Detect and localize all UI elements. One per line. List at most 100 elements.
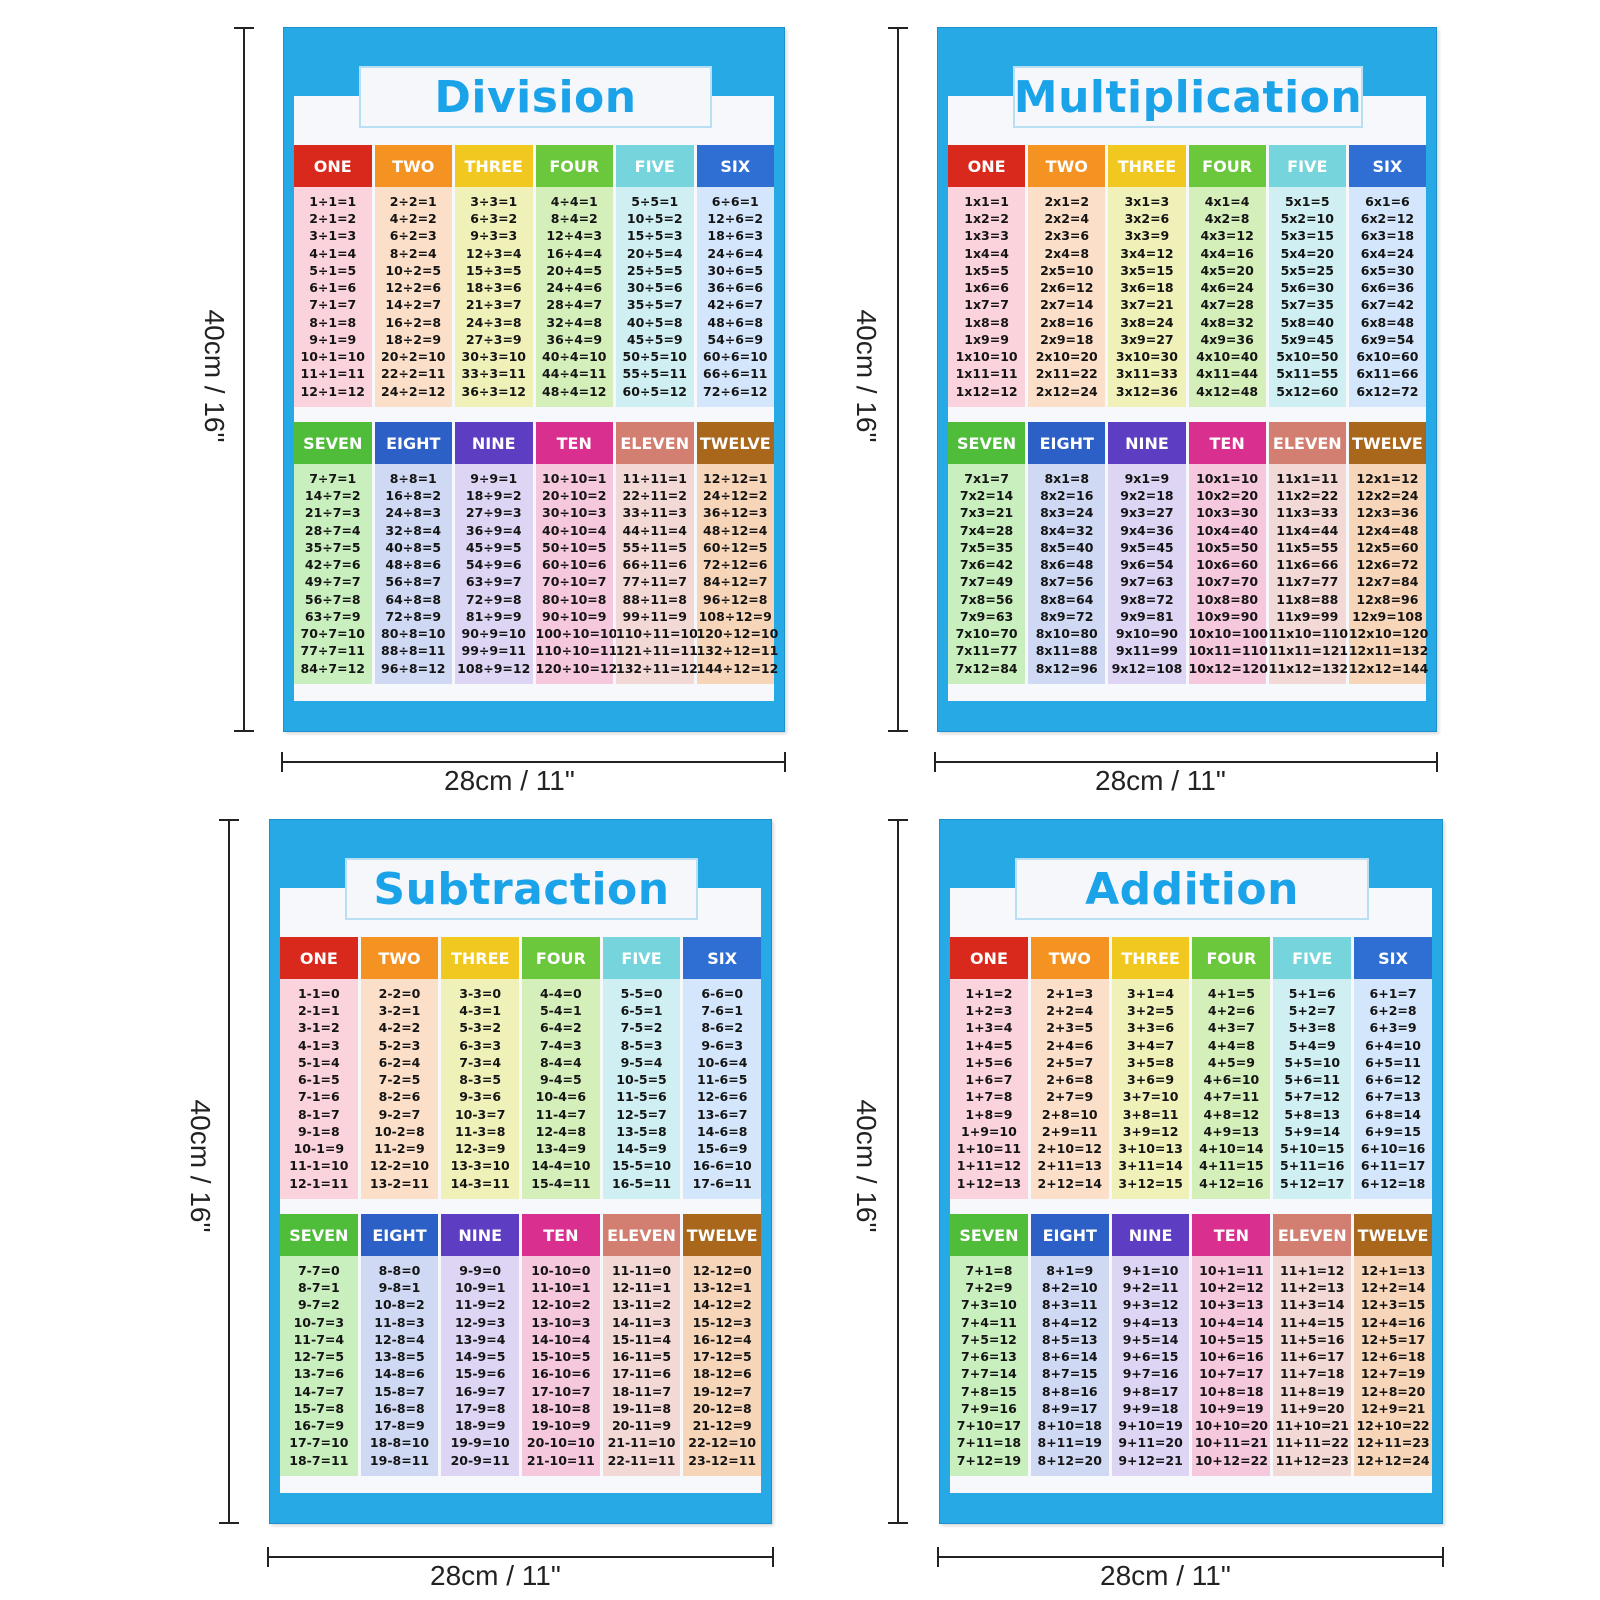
- fact-row: 13-8=5: [374, 1349, 425, 1365]
- fact-row: 11x2=22: [1276, 488, 1339, 504]
- fact-row: 8x10=80: [1035, 626, 1098, 642]
- fact-row: 40÷8=5: [385, 539, 442, 555]
- fact-row: 6÷3=2: [470, 211, 518, 227]
- table-column: EIGHT 8÷8=1 16÷8=2 24÷8=3 32÷8=4 40÷8=5 48÷8=6…: [374, 422, 452, 684]
- column-header: TWO: [360, 937, 439, 979]
- fact-row: 5+9=14: [1284, 1123, 1341, 1139]
- table-column: SEVEN 7-7=0 8-7=1 9-7=2 10-7=3 11-7=4 12-7=5 13…: [280, 1214, 358, 1476]
- column-header: TWELVE: [1354, 1214, 1432, 1256]
- column-header: ONE: [294, 145, 372, 187]
- fact-row: 90÷9=10: [461, 626, 526, 642]
- fact-row: 14÷2=7: [385, 297, 442, 313]
- poster-title: Subtraction: [345, 858, 698, 920]
- fact-row: 1+3=4: [965, 1020, 1013, 1036]
- fact-row: 4+2=6: [1207, 1003, 1255, 1019]
- fact-row: 21-10=11: [526, 1452, 595, 1468]
- fact-row: 5+1=6: [1288, 985, 1336, 1001]
- fact-row: 5-3=2: [459, 1020, 502, 1036]
- fact-row: 3+5=8: [1127, 1054, 1175, 1070]
- fact-row: 6x7=42: [1360, 297, 1415, 313]
- fact-row: 3x6=18: [1120, 280, 1174, 296]
- fact-row: 2x3=6: [1044, 228, 1090, 244]
- fact-row: 8+5=13: [1041, 1331, 1098, 1347]
- poster-panel: [294, 96, 774, 701]
- fact-row: 6x3=18: [1360, 228, 1415, 244]
- fact-row: 15-4=11: [531, 1175, 591, 1191]
- fact-row: 11x12=132: [1268, 660, 1349, 676]
- fact-row: 4÷1=4: [309, 245, 357, 261]
- fact-row: 12x9=108: [1352, 608, 1423, 624]
- fact-row: 1x5=5: [964, 262, 1009, 278]
- table-column: ELEVEN 11÷11=1 22÷11=2 33÷11=3 44÷11=4 55÷11=…: [616, 422, 698, 684]
- table-column: ELEVEN 11-11=0 12-11=1 13-11=2 14-11=3 15-11=…: [602, 1214, 681, 1476]
- division-poster: Division ONE 1÷1=1 2÷1=2 3÷1=3 4÷1=4 5÷1=5 6÷1…: [283, 27, 785, 732]
- table-column: FIVE 5÷5=1 10÷5=2 15÷5=3 20÷5=4 25÷5=5 30÷5=6 3…: [616, 145, 694, 407]
- fact-row: 12-7=5: [293, 1349, 345, 1365]
- fact-row: 11-8=3: [374, 1314, 425, 1330]
- fact-row: 12x2=24: [1356, 488, 1419, 504]
- fact-row: 2x7=14: [1040, 297, 1094, 313]
- fact-row: 6÷1=6: [309, 280, 357, 296]
- fact-row: 7-1=6: [297, 1089, 340, 1105]
- fact-row: 9x10=90: [1115, 626, 1178, 642]
- fact-row: 2+6=8: [1046, 1072, 1094, 1088]
- fact-row: 15-12=3: [692, 1314, 752, 1330]
- fact-row: 2+9=11: [1041, 1123, 1098, 1139]
- subtraction-table-bottom: SEVEN 7-7=0 8-7=1 9-7=2 10-7=3 11-7=4 12-7=5 13…: [280, 1214, 762, 1476]
- fact-row: 12x1=12: [1356, 470, 1419, 486]
- fact-row: 8x2=16: [1040, 488, 1094, 504]
- width-label: 28cm / 11": [430, 1560, 561, 1591]
- fact-row: 18÷3=6: [465, 280, 522, 296]
- fact-row: 15-8=7: [374, 1383, 425, 1399]
- column-header: TWELVE: [696, 422, 774, 464]
- subtraction-table-top: ONE 1-1=0 2-1=1 3-1=2 4-1=3 5-1=4 6-1=5 7-1=6 8-…: [280, 937, 762, 1199]
- fact-row: 9-9=0: [459, 1262, 502, 1278]
- fact-row: 7x8=56: [959, 591, 1014, 607]
- fact-row: 19-9=10: [450, 1435, 510, 1451]
- subtraction-poster: Subtraction ONE 1-1=0 2-1=1 3-1=2 4-1=3 5-1=4…: [269, 819, 772, 1524]
- table-column: SEVEN 7+1=8 7+2=9 7+3=10 7+4=11 7+5=12 7+6=13 7…: [950, 1214, 1028, 1476]
- fact-row: 9x6=54: [1120, 557, 1174, 573]
- fact-row: 9+5=14: [1122, 1331, 1179, 1347]
- fact-row: 13-3=10: [450, 1158, 510, 1174]
- fact-row: 12x10=120: [1348, 626, 1429, 642]
- dimension-tick: [888, 27, 908, 29]
- fact-row: 8x5=40: [1040, 539, 1094, 555]
- fact-row: 32÷4=8: [546, 314, 603, 330]
- fact-row: 63÷9=7: [465, 574, 522, 590]
- table-column: THREE 3x1=3 3x2=6 3x3=9 3x4=12 3x5=15 3x6=18 3x…: [1108, 145, 1186, 407]
- fact-row: 8-7=1: [297, 1280, 340, 1296]
- column-body: 10x1=10 10x2=20 10x3=30 10x4=40 10x5=50 10x6=…: [1188, 464, 1268, 684]
- fact-row: 2+4=6: [1046, 1037, 1094, 1053]
- fact-row: 5+4=9: [1288, 1037, 1336, 1053]
- fact-row: 12-3=9: [454, 1141, 506, 1157]
- fact-row: 12-5=7: [616, 1106, 667, 1122]
- fact-row: 7+4=11: [961, 1314, 1017, 1330]
- fact-row: 6+9=15: [1365, 1123, 1421, 1139]
- fact-row: 10x8=80: [1196, 591, 1259, 607]
- table-column: FOUR 4-4=0 5-4=1 6-4=2 7-4=3 8-4=4 9-4=5 10-4=6…: [522, 937, 600, 1199]
- fact-row: 15-9=6: [454, 1366, 506, 1382]
- fact-row: 18-9=9: [454, 1418, 506, 1434]
- fact-row: 27÷9=3: [465, 505, 522, 521]
- fact-row: 9+11=20: [1118, 1435, 1183, 1451]
- fact-row: 7-3=4: [459, 1054, 502, 1070]
- table-column: TEN 10÷10=1 20÷10=2 30÷10=3 40÷10=4 50÷10=5 60…: [535, 422, 617, 684]
- fact-row: 8-1=7: [297, 1106, 340, 1122]
- addition-table-top: ONE 1+1=2 1+2=3 1+3=4 1+4=5 1+5=6 1+6=7 1+7=8 1+…: [950, 937, 1432, 1199]
- fact-row: 108÷12=9: [698, 608, 772, 624]
- dimension-tick: [888, 819, 908, 821]
- fact-row: 24÷8=3: [385, 505, 442, 521]
- column-header: EIGHT: [1030, 1214, 1109, 1256]
- fact-row: 11+3=14: [1280, 1297, 1345, 1313]
- fact-row: 5+7=12: [1284, 1089, 1341, 1105]
- fact-row: 4+5=9: [1207, 1054, 1255, 1070]
- table-column: TWELVE 12x1=12 12x2=24 12x3=36 12x4=48 12x5=6…: [1348, 422, 1429, 684]
- fact-row: 1÷1=1: [309, 193, 357, 209]
- column-body: 12x1=12 12x2=24 12x3=36 12x4=48 12x5=60 12x6=…: [1348, 464, 1429, 684]
- fact-row: 27÷3=9: [465, 331, 522, 347]
- fact-row: 144÷12=12: [696, 660, 779, 676]
- column-body: 5-5=0 6-5=1 7-5=2 8-5=3 9-5=4 10-5=5 11-5=6 12-…: [602, 979, 681, 1199]
- column-header: ELEVEN: [1273, 1214, 1352, 1256]
- fact-row: 3x1=3: [1124, 193, 1170, 209]
